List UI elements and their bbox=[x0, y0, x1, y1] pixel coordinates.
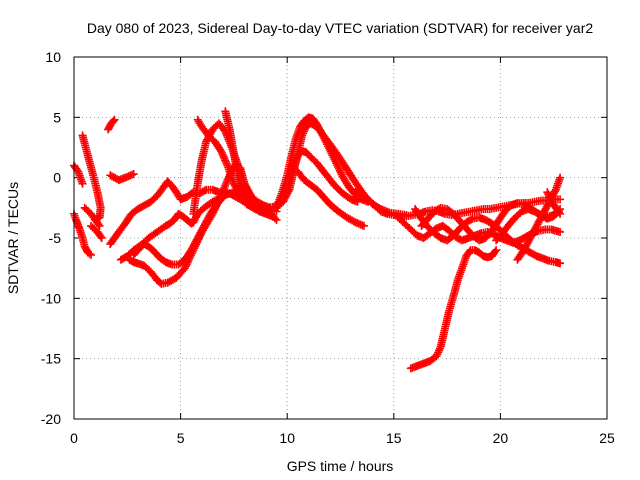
y-tick-label: -20 bbox=[41, 411, 61, 427]
series-arc-k bbox=[129, 192, 228, 269]
y-tick-label: -5 bbox=[49, 230, 62, 246]
series-arc-y bbox=[543, 188, 565, 218]
series-arc-g bbox=[106, 170, 138, 185]
data-point bbox=[272, 215, 281, 224]
data-point bbox=[556, 227, 565, 236]
data-point bbox=[109, 116, 118, 125]
x-tick-label: 25 bbox=[599, 430, 615, 446]
series-arc-q bbox=[293, 167, 368, 230]
y-axis-label: SDTVAR / TECUs bbox=[5, 182, 21, 294]
series-arc-t bbox=[411, 205, 565, 268]
x-tick-label: 20 bbox=[493, 430, 509, 446]
y-tick-label: -15 bbox=[41, 351, 61, 367]
x-tick-label: 5 bbox=[177, 430, 185, 446]
data-point bbox=[78, 179, 87, 188]
data-point bbox=[95, 221, 104, 230]
series-arc-n bbox=[221, 107, 281, 224]
series-arc-v bbox=[406, 246, 501, 373]
data-point bbox=[219, 192, 228, 201]
x-tick-label: 15 bbox=[386, 430, 402, 446]
series-arc-d bbox=[80, 203, 104, 230]
plot-frame bbox=[73, 56, 608, 420]
y-tick-label: 10 bbox=[45, 49, 61, 65]
data-point bbox=[556, 195, 565, 204]
data-point bbox=[97, 234, 106, 242]
axis-ticks: 0 5 10 15 20 25 10 5 0 -5 -10 -15 -20 bbox=[41, 49, 615, 446]
data-point bbox=[110, 115, 119, 124]
y-tick-label: -10 bbox=[41, 290, 61, 306]
series-arc-c bbox=[78, 131, 105, 224]
x-axis-label: GPS time / hours bbox=[287, 458, 394, 474]
data-point bbox=[87, 250, 96, 259]
y-tick-label: 5 bbox=[53, 109, 61, 125]
x-tick-label: 10 bbox=[279, 430, 295, 446]
data-point bbox=[556, 209, 565, 218]
data-marks bbox=[70, 107, 565, 373]
x-tick-label: 0 bbox=[70, 430, 78, 446]
chart-title: Day 080 of 2023, Sidereal Day-to-day VTE… bbox=[87, 20, 593, 36]
series-arc-e bbox=[87, 221, 106, 242]
data-point bbox=[359, 221, 368, 230]
series-arc-a bbox=[70, 161, 87, 188]
data-point bbox=[492, 246, 501, 255]
data-point bbox=[129, 170, 138, 179]
series-arc-x bbox=[513, 173, 565, 264]
data-point bbox=[556, 173, 565, 182]
series-arc-f bbox=[104, 115, 119, 134]
y-tick-label: 0 bbox=[53, 170, 61, 186]
data-point bbox=[556, 259, 565, 268]
